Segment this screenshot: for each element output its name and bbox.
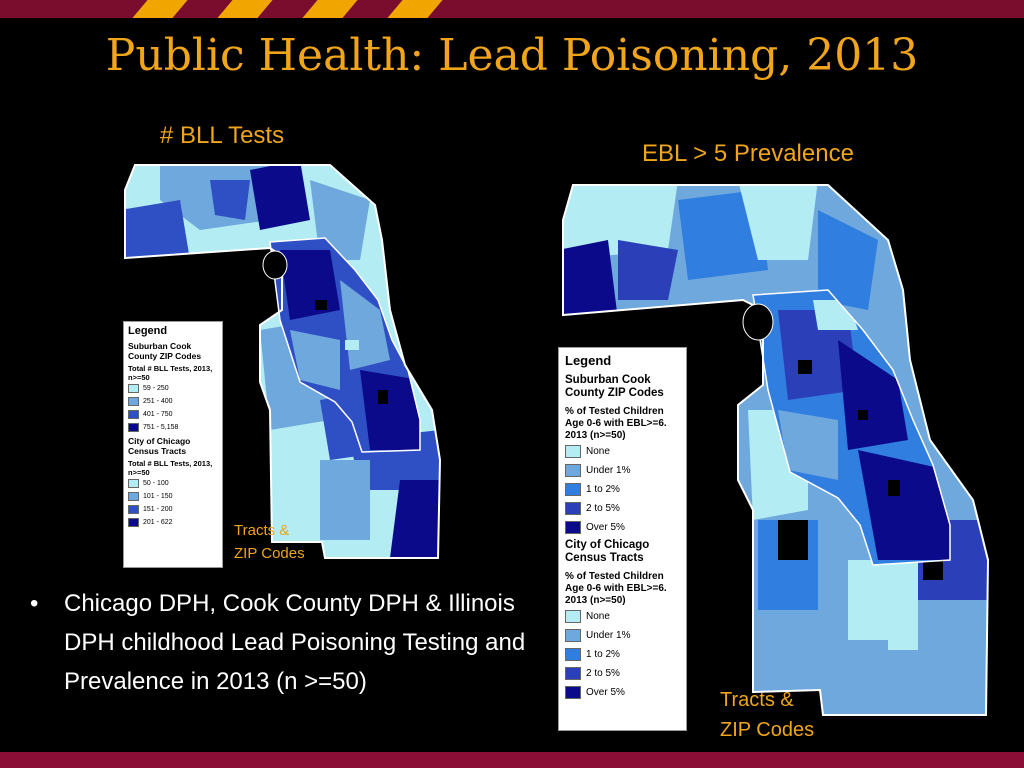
legend-section-city: City of Chicago Census Tracts bbox=[565, 539, 650, 564]
legend-title: Legend bbox=[128, 325, 168, 337]
legend-item: 201 - 622 bbox=[128, 516, 218, 529]
legend-item: Under 1% bbox=[565, 461, 680, 480]
legend-item: Over 5% bbox=[565, 518, 680, 537]
legend-label: None bbox=[586, 611, 610, 622]
slide-title: Public Health: Lead Poisoning, 2013 bbox=[105, 30, 919, 81]
legend-label: 101 - 150 bbox=[143, 493, 173, 500]
legend-label: 201 - 622 bbox=[143, 519, 173, 526]
bullet-item: • Chicago DPH, Cook County DPH & Illinoi… bbox=[30, 584, 540, 701]
legend-section-city: City of Chicago Census Tracts bbox=[128, 436, 191, 456]
legend-label: 401 - 750 bbox=[143, 411, 173, 418]
legend-subtitle: Total # BLL Tests, 2013, n>=50 bbox=[128, 459, 213, 477]
legend-swatch bbox=[565, 629, 581, 642]
legend-swatch bbox=[565, 648, 581, 661]
legend-label: None bbox=[586, 446, 610, 457]
legend-item: Over 5% bbox=[565, 683, 680, 702]
bullet-point-icon: • bbox=[30, 590, 39, 617]
legend-swatch bbox=[128, 479, 139, 488]
bullet-text: Chicago DPH, Cook County DPH & Illinois … bbox=[64, 590, 526, 695]
legend-item: 751 - 5,158 bbox=[128, 421, 218, 434]
legend-label: Over 5% bbox=[586, 687, 625, 698]
legend-swatch bbox=[128, 410, 139, 419]
left-map-title: # BLL Tests bbox=[160, 122, 285, 149]
legend-label: 151 - 200 bbox=[143, 506, 173, 513]
legend-subtitle: % of Tested Children Age 0-6 with EBL>=6… bbox=[565, 571, 667, 606]
legend-label: 2 to 5% bbox=[586, 503, 620, 514]
legend-subtitle: Total # BLL Tests, 2013, n>=50 bbox=[128, 364, 213, 382]
legend-item: 2 to 5% bbox=[565, 499, 680, 518]
right-map-legend: Legend Suburban Cook County ZIP Codes % … bbox=[558, 347, 687, 731]
left-map-footnote: Tracts & ZIP Codes bbox=[234, 519, 305, 565]
footnote-line: Tracts & bbox=[234, 522, 290, 539]
legend-item: None bbox=[565, 442, 680, 461]
legend-swatch bbox=[565, 686, 581, 699]
legend-label: Under 1% bbox=[586, 465, 631, 476]
legend-label: 50 - 100 bbox=[143, 480, 169, 487]
legend-label: 1 to 2% bbox=[586, 649, 620, 660]
legend-swatch bbox=[565, 610, 581, 623]
gold-stripe bbox=[132, 0, 188, 18]
legend-label: 2 to 5% bbox=[586, 668, 620, 679]
legend-swatch bbox=[128, 423, 139, 432]
bottom-banner bbox=[0, 752, 1024, 768]
legend-subtitle: % of Tested Children Age 0-6 with EBL>=6… bbox=[565, 406, 667, 441]
legend-swatch bbox=[128, 518, 139, 527]
footnote-line: ZIP Codes bbox=[720, 719, 815, 741]
legend-swatch bbox=[565, 521, 581, 534]
legend-item: Under 1% bbox=[565, 626, 680, 645]
legend-section-suburban: Suburban Cook County ZIP Codes bbox=[565, 374, 664, 399]
legend-label: Over 5% bbox=[586, 522, 625, 533]
legend-swatch bbox=[128, 492, 139, 501]
left-choropleth-map bbox=[124, 164, 442, 559]
legend-swatch bbox=[128, 505, 139, 514]
legend-label: 59 - 250 bbox=[143, 385, 169, 392]
legend-item: 401 - 750 bbox=[128, 408, 218, 421]
legend-item: 1 to 2% bbox=[565, 480, 680, 499]
legend-label: Under 1% bbox=[586, 630, 631, 641]
gold-stripe bbox=[302, 0, 358, 18]
legend-swatch bbox=[565, 483, 581, 496]
legend-label: 751 - 5,158 bbox=[143, 424, 179, 431]
legend-item: 151 - 200 bbox=[128, 503, 218, 516]
right-map-title: EBL > 5 Prevalence bbox=[642, 140, 854, 167]
legend-title: Legend bbox=[565, 353, 612, 368]
legend-item: 251 - 400 bbox=[128, 395, 218, 408]
legend-item: 101 - 150 bbox=[128, 490, 218, 503]
legend-swatch bbox=[565, 445, 581, 458]
left-map-legend: Legend Suburban Cook County ZIP Codes To… bbox=[123, 321, 223, 568]
legend-swatch bbox=[565, 502, 581, 515]
legend-item: 50 - 100 bbox=[128, 477, 218, 490]
footnote-line: Tracts & bbox=[720, 689, 794, 711]
legend-swatch bbox=[128, 384, 139, 393]
footnote-line: ZIP Codes bbox=[234, 545, 305, 562]
legend-item: 2 to 5% bbox=[565, 664, 680, 683]
gold-stripe bbox=[217, 0, 273, 18]
legend-label: 1 to 2% bbox=[586, 484, 620, 495]
top-banner bbox=[0, 0, 1024, 18]
legend-item: 1 to 2% bbox=[565, 645, 680, 664]
gold-stripe bbox=[387, 0, 443, 18]
legend-label: 251 - 400 bbox=[143, 398, 173, 405]
legend-item: None bbox=[565, 607, 680, 626]
legend-swatch bbox=[565, 464, 581, 477]
legend-section-suburban: Suburban Cook County ZIP Codes bbox=[128, 341, 202, 361]
legend-item: 59 - 250 bbox=[128, 382, 218, 395]
legend-swatch bbox=[565, 667, 581, 680]
legend-swatch bbox=[128, 397, 139, 406]
right-map-footnote: Tracts & ZIP Codes bbox=[720, 685, 814, 745]
